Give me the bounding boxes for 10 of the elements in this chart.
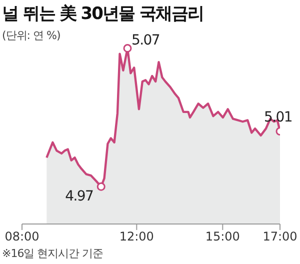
data-label: 5.01 xyxy=(264,109,292,126)
chart-subtitle: (단위: 연 %) xyxy=(2,28,60,43)
annotation: ※16일 현지시간 기준 xyxy=(2,246,104,261)
x-tick-label: 08:00 xyxy=(4,230,40,244)
data-label: 5.07 xyxy=(132,32,160,48)
x-tick-label: 17:00 xyxy=(262,230,298,244)
data-label: 4.97 xyxy=(65,188,94,205)
x-tick-label: 15:00 xyxy=(205,230,240,244)
chart-title: 널 뛰는 美 30년물 국채금리 xyxy=(2,3,204,25)
x-tick-label: 12:00 xyxy=(119,230,154,244)
